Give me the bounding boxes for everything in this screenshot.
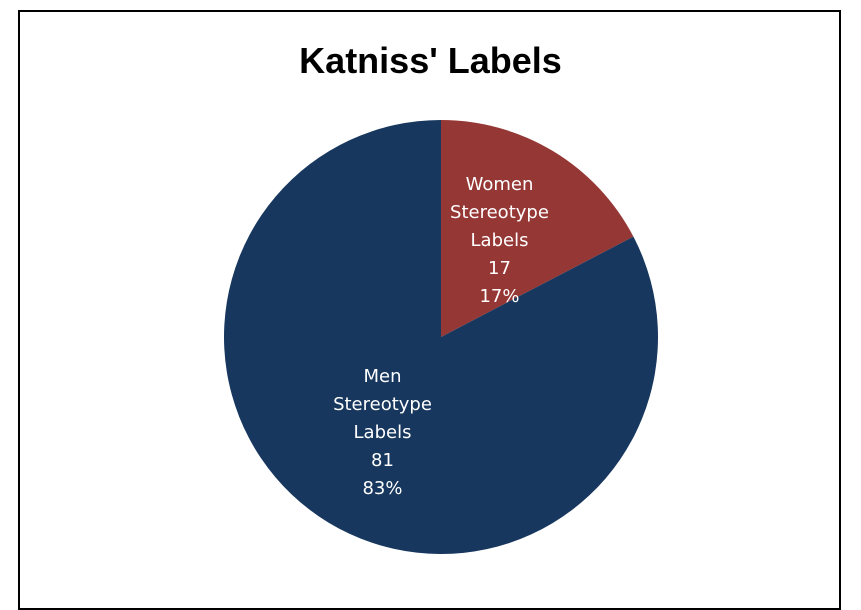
slice-category: Women Stereotype Labels <box>450 173 549 251</box>
data-label: Women Stereotype Labels 17 17% <box>439 171 559 311</box>
pie-slice <box>224 120 658 554</box>
slice-value: 17 <box>488 257 511 279</box>
chart-title: Katniss' Labels <box>299 40 562 81</box>
data-label: Men Stereotype Labels 81 83% <box>323 363 443 503</box>
page: Katniss' Labels (() => { const data = JS… <box>18 10 841 610</box>
slice-percent: 83% <box>362 478 403 500</box>
slice-category: Men Stereotype Labels <box>333 366 432 444</box>
slice-percent: 17% <box>479 285 520 307</box>
slice-value: 81 <box>371 450 394 472</box>
pie-slice <box>441 120 634 337</box>
chart <box>224 120 658 554</box>
